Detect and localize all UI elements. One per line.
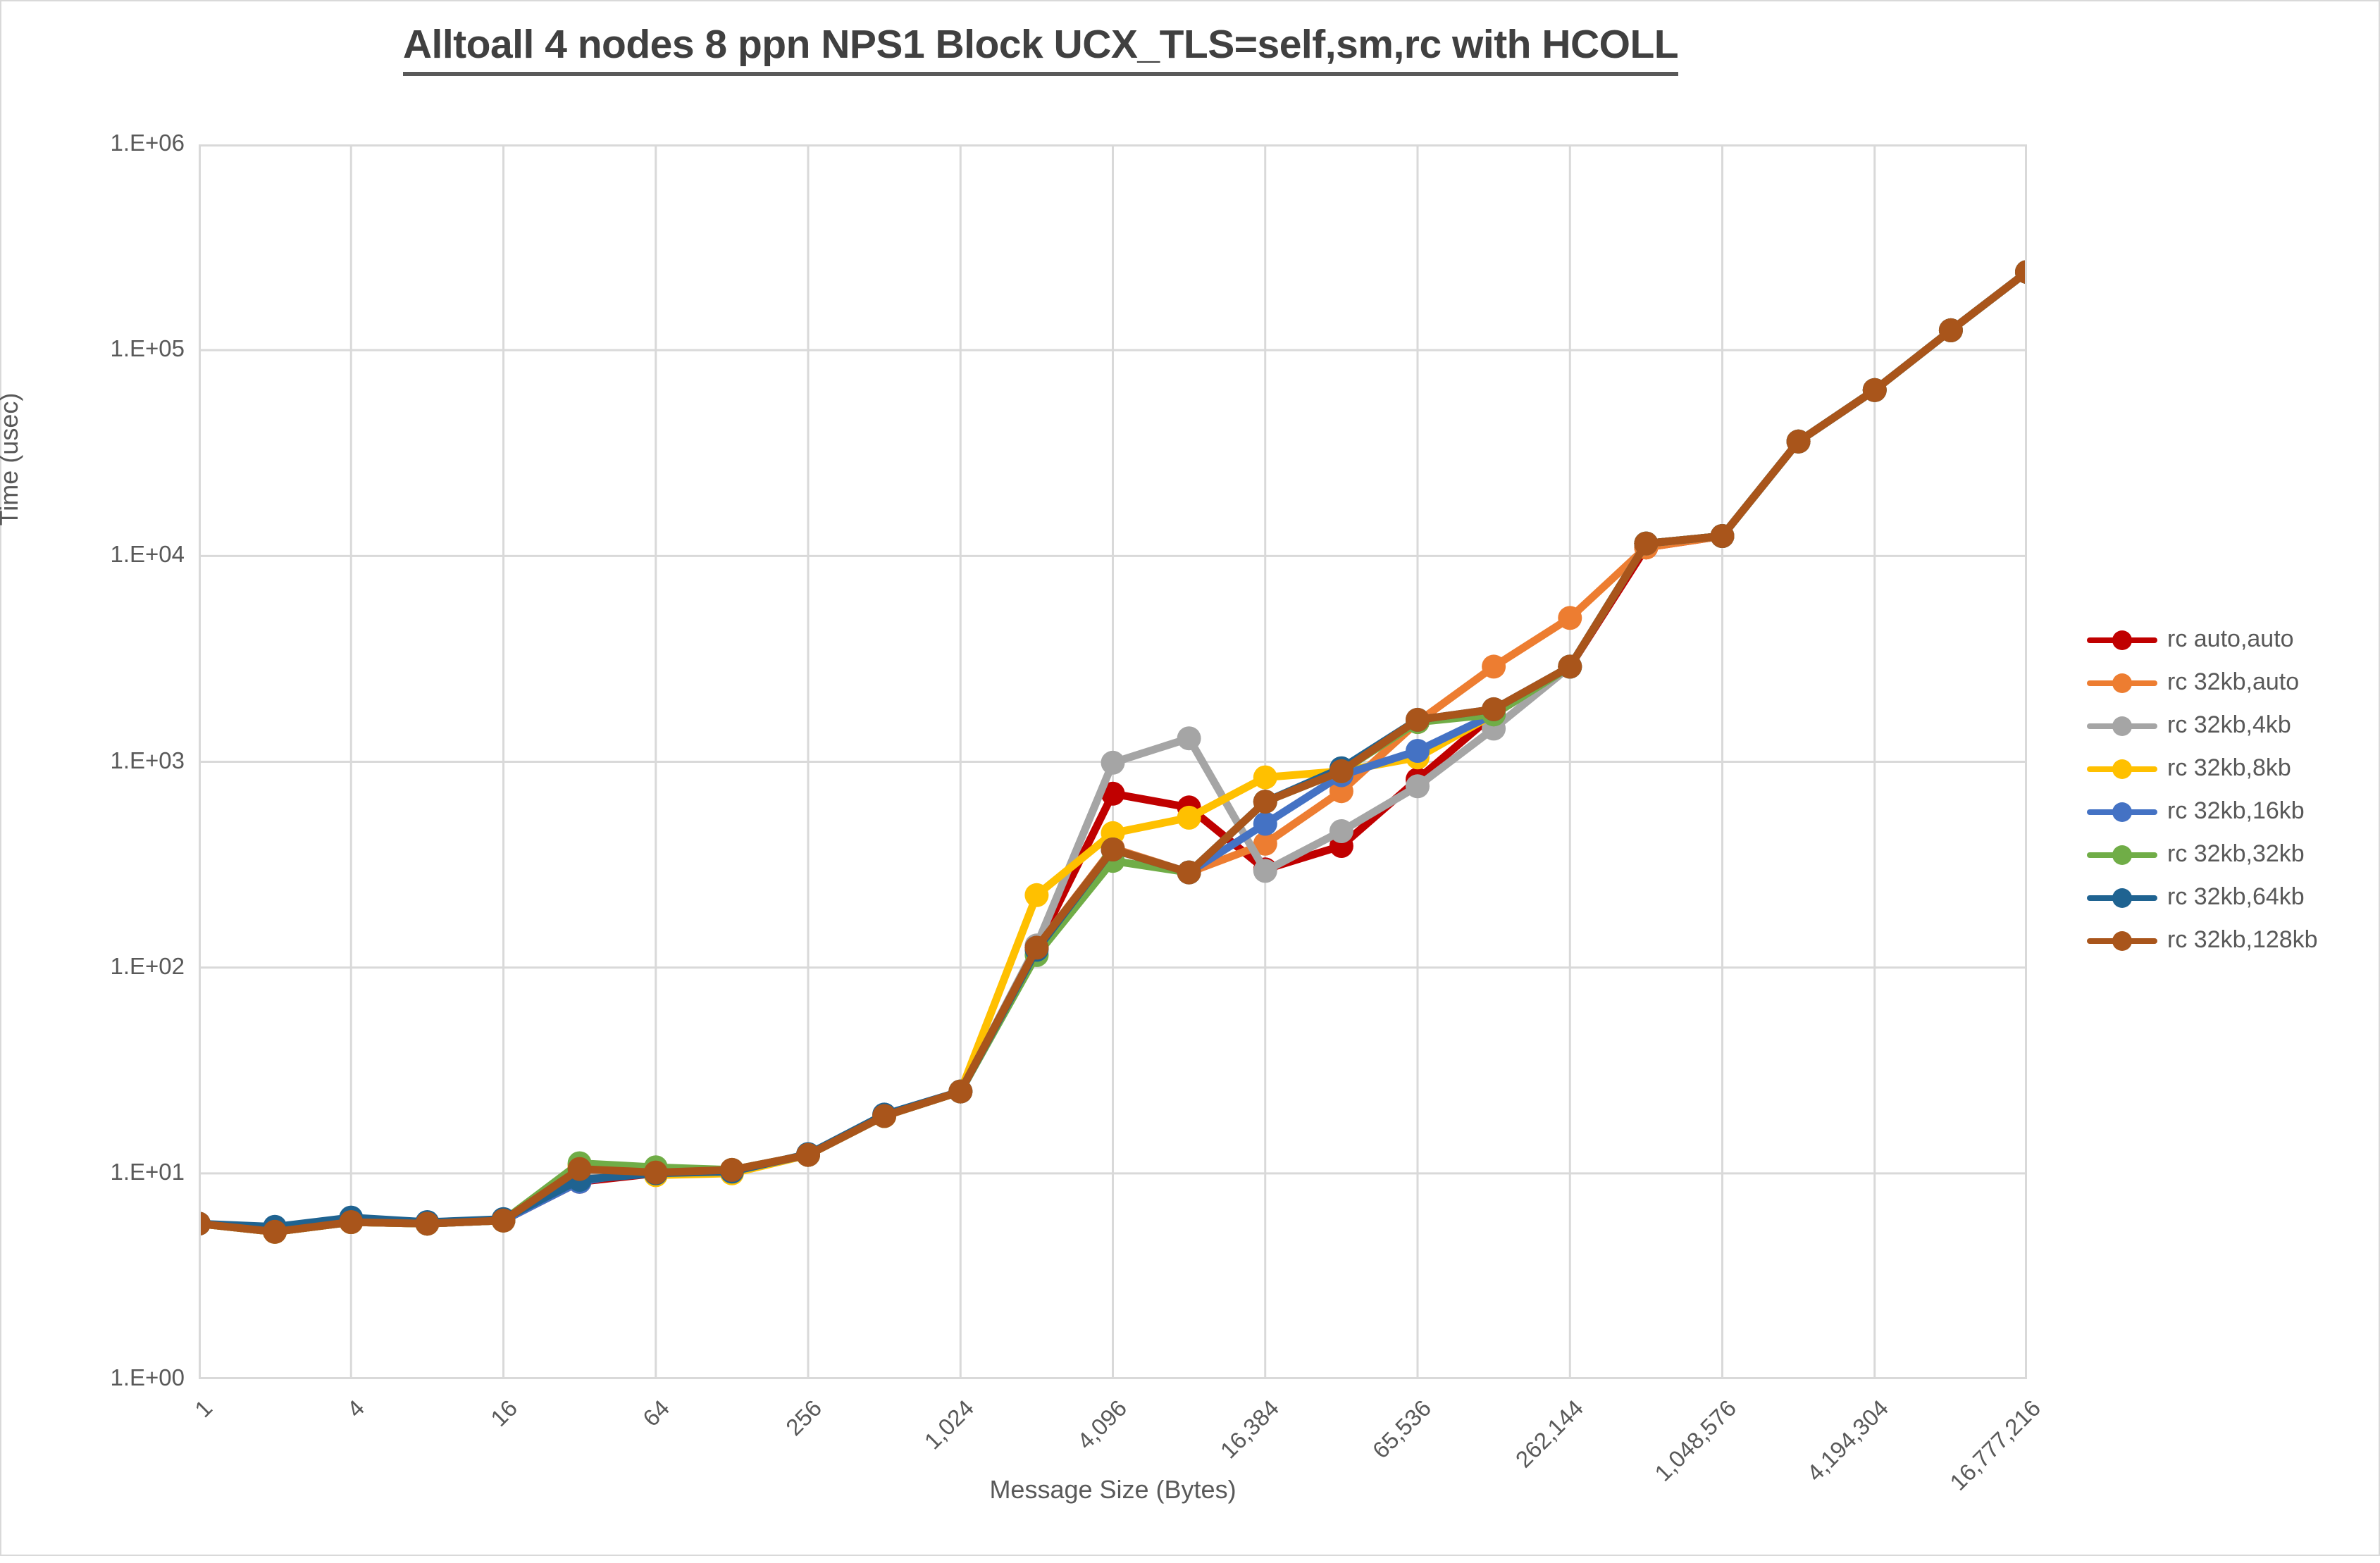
legend-item-label: rc 32kb,auto [2167,668,2300,695]
data-point [1177,860,1201,885]
data-point [1253,790,1277,814]
data-series [199,260,2027,1244]
data-point [1862,378,1887,402]
data-point [491,1208,516,1233]
data-point [1938,318,1963,342]
data-point [1101,750,1125,775]
data-point [719,1157,744,1182]
legend-item-rc-auto-auto[interactable]: rc auto,auto [2087,618,2369,661]
data-point [1101,781,1125,806]
y-axis-tick-label: 1.E+01 [110,1158,185,1185]
chart-title-text: Alltoall 4 nodes 8 ppn NPS1 Block UCX_TL… [402,21,1679,76]
legend-item-label: rc 32kb,8kb [2167,754,2291,781]
legend-marker-dot [2112,888,2132,908]
legend-item-rc-32kb-auto[interactable]: rc 32kb,auto [2087,661,2369,704]
data-point [1253,831,1277,856]
legend-swatch-icon [2087,795,2157,828]
legend-swatch-icon [2087,752,2157,785]
legend-swatch-icon [2087,838,2157,871]
data-point [415,1212,440,1236]
data-point [948,1079,973,1104]
data-point [1406,774,1430,799]
legend-marker-dot [2112,759,2132,779]
data-point [1786,429,1811,454]
legend-item-label: rc 32kb,64kb [2167,883,2305,910]
y-axis-title: Time (usec) [0,392,23,526]
legend-item-rc-32kb-64kb[interactable]: rc 32kb,64kb [2087,876,2369,919]
legend-item-rc-32kb-8kb[interactable]: rc 32kb,8kb [2087,747,2369,790]
data-point [199,1212,211,1236]
plot-border [199,144,2027,1379]
legend-item-rc-32kb-4kb[interactable]: rc 32kb,4kb [2087,704,2369,747]
legend-item-label: rc 32kb,32kb [2167,840,2305,867]
data-point [872,1104,897,1128]
legend-swatch-icon [2087,924,2157,957]
chart-title: Alltoall 4 nodes 8 ppn NPS1 Block UCX_TL… [1,21,2080,76]
legend-swatch-icon [2087,623,2157,656]
x-axis-title: Message Size (Bytes) [989,1475,1237,1504]
x-axis-tick-label: 1 [190,1395,218,1423]
legend-marker-dot [2112,930,2132,951]
data-point [1558,606,1582,630]
data-point [2015,260,2027,285]
y-axis-tick-label: 1.E+00 [110,1364,185,1390]
legend-swatch-icon [2087,709,2157,742]
data-point [1710,524,1735,548]
data-point [1558,654,1582,679]
data-point [263,1219,287,1244]
legend-item-label: rc 32kb,4kb [2167,711,2291,738]
data-point [1634,531,1659,556]
series-rc-32kb-128kb [199,260,2027,1244]
y-axis-tick-label: 1.E+06 [110,130,185,156]
data-point [1253,859,1277,883]
data-point [643,1160,668,1185]
chart-legend: rc auto,auto rc 32kb,auto rc 32kb,4kb rc 32… [2087,618,2369,961]
legend-item-label: rc auto,auto [2167,625,2294,652]
legend-marker-dot [2112,716,2132,736]
legend-item-rc-32kb-32kb[interactable]: rc 32kb,32kb [2087,833,2369,876]
legend-marker-dot [2112,845,2132,865]
y-axis-tick-label: 1.E+04 [110,541,185,568]
data-point [1101,837,1125,861]
data-point [1482,654,1506,679]
data-point [339,1210,364,1234]
plot-area [199,144,2027,1379]
legend-marker-dot [2112,802,2132,822]
data-point [1482,697,1506,721]
data-point [1253,765,1277,790]
data-point [1024,935,1049,960]
legend-item-rc-32kb-16kb[interactable]: rc 32kb,16kb [2087,790,2369,833]
legend-swatch-icon [2087,666,2157,699]
legend-swatch-icon [2087,881,2157,914]
y-axis-tick-label: 1.E+05 [110,335,185,362]
legend-marker-dot [2112,630,2132,650]
data-point [1329,819,1353,843]
data-point [1177,726,1201,751]
data-point [1177,805,1201,830]
data-point [1024,883,1049,907]
y-axis-tick-label: 1.E+02 [110,952,185,979]
y-axis-tick-label: 1.E+03 [110,747,185,773]
data-point [1406,739,1430,763]
data-point [796,1142,820,1167]
legend-item-rc-32kb-128kb[interactable]: rc 32kb,128kb [2087,919,2369,961]
legend-marker-dot [2112,673,2132,693]
data-point [1329,759,1353,783]
data-point [1406,707,1430,732]
legend-item-label: rc 32kb,16kb [2167,797,2305,824]
data-point [1253,811,1277,836]
legend-item-label: rc 32kb,128kb [2167,926,2318,953]
data-point [567,1157,592,1181]
